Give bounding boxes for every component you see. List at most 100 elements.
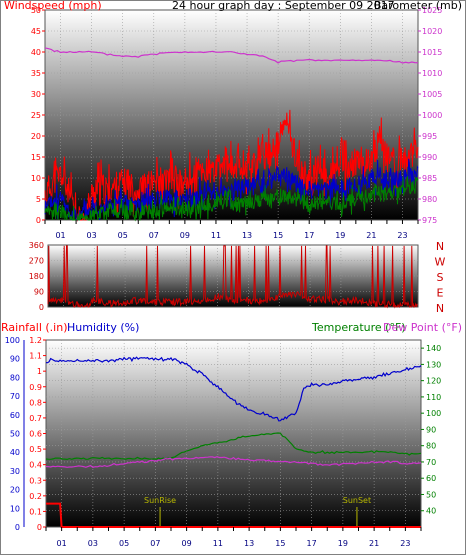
humidity-tick-label: 80: [10, 373, 20, 382]
rain-tick-label: 1: [37, 367, 42, 376]
baro-tick-label: 990: [422, 153, 437, 162]
dewpoint-line: [45, 455, 422, 468]
wind-x-label: 21: [366, 231, 376, 240]
direction-line: [47, 245, 418, 309]
temp-grid: [46, 340, 421, 527]
rainfall-line: [46, 502, 421, 528]
baro-tick-label: 1015: [422, 48, 442, 57]
temp-x-label: 17: [307, 539, 317, 548]
direction-tick-label: 90: [34, 288, 44, 297]
humidity-label: Humidity (%): [67, 321, 139, 334]
rain-tick-label: 0.7: [29, 414, 42, 423]
dewpoint-label: Dew Point (°F): [383, 321, 462, 334]
temp-x-label: 07: [150, 539, 160, 548]
sunrise-label: SunRise: [144, 496, 176, 505]
wind-x-label: 23: [397, 231, 407, 240]
wind-tick-label: 40: [31, 48, 41, 57]
temp-tick-label: 50: [426, 490, 436, 499]
wind-tick-label: 50: [31, 6, 41, 15]
temp-x-label: 21: [369, 539, 379, 548]
wind-tick-label: 25: [31, 111, 41, 120]
temp-x-label: 09: [182, 539, 192, 548]
temp-x-label: 05: [119, 539, 129, 548]
humidity-tick-label: 50: [10, 430, 20, 439]
wind-x-label: 15: [273, 231, 283, 240]
wind-left-ticks: 0 5 10 15 20 25 30 35 40 45 50: [31, 6, 45, 225]
baro-tick-label: 975: [422, 216, 437, 225]
temp-x-label: 01: [57, 539, 67, 548]
temp-tick-label: 110: [426, 393, 441, 402]
wind-x-ticks: 01 03 05 07 09 11 13 15 17 19 21 23: [44, 220, 419, 240]
temp-x-label: 03: [88, 539, 98, 548]
rain-ticks: 0 0.1 0.2 0.3 0.4 0.5 0.6 0.7 0.8 0.9 1 1.1 1.2: [29, 336, 46, 532]
direction-tick-label: 180: [29, 272, 44, 281]
humidity-tick-label: 30: [10, 467, 20, 476]
wind-x-label: 17: [304, 231, 314, 240]
temp-tick-label: 80: [426, 442, 436, 451]
humidity-tick-label: 0: [15, 523, 20, 532]
sun-annotations: SunRise SunSet: [144, 496, 371, 527]
temp-x-label: 15: [275, 539, 285, 548]
temp-tick-label: 40: [426, 507, 436, 516]
rain-tick-label: 0.8: [29, 398, 42, 407]
wind-x-label: 13: [242, 231, 252, 240]
direction-tick-label: 360: [29, 241, 44, 250]
sunset-label: SunSet: [343, 496, 371, 505]
wind-series: [44, 47, 419, 222]
wind-tick-label: 45: [31, 27, 41, 36]
humidity-tick-label: 70: [10, 392, 20, 401]
wind-low-line: [44, 176, 419, 222]
rain-tick-label: 0.4: [29, 461, 42, 470]
wind-x-label: 01: [55, 231, 65, 240]
humidity-tick-label: 100: [5, 336, 20, 345]
rain-tick-label: 0.2: [29, 492, 42, 501]
wind-tick-label: 30: [31, 90, 41, 99]
temp-tick-label: 140: [426, 344, 441, 353]
direction-tick-label: 270: [29, 257, 44, 266]
compass-label: W: [435, 256, 446, 269]
rain-tick-label: 0.5: [29, 445, 42, 454]
humidity-line: [45, 356, 422, 422]
rain-tick-label: 0: [37, 523, 42, 532]
humidity-tick-label: 60: [10, 411, 20, 420]
baro-tick-label: 1000: [422, 111, 442, 120]
windspeed-label: Windspeed (mph): [4, 0, 102, 12]
compass-label: N: [436, 302, 444, 315]
humidity-tick-label: 90: [10, 355, 20, 364]
temp-x-label: 13: [244, 539, 254, 548]
wind-x-label: 05: [118, 231, 128, 240]
temp-x-label: 23: [400, 539, 410, 548]
temp-plot-area: [46, 340, 421, 527]
graph-title: 24 hour graph day : September 09 2017: [172, 0, 395, 12]
wind-x-label: 19: [335, 231, 345, 240]
temp-ticks: 40 50 60 70 80 90 100 110 120 130 140: [421, 344, 441, 516]
temp-tick-label: 130: [426, 360, 441, 369]
wind-average-line: [44, 158, 419, 221]
humidity-ticks: 0 10 20 30 40 50 60 70 80 90 100: [5, 336, 25, 532]
rainfall-label: Rainfall (.in): [1, 321, 68, 334]
temp-tick-label: 60: [426, 474, 436, 483]
windspeed-line: [44, 109, 419, 222]
wind-x-label: 09: [180, 231, 190, 240]
rain-tick-label: 0.3: [29, 476, 42, 485]
rain-tick-label: 1.1: [29, 352, 42, 361]
baro-tick-label: 985: [422, 174, 437, 183]
temp-x-ticks: 01 03 05 07 09 11 13 15 17 19 21 23: [45, 527, 422, 548]
wind-tick-label: 10: [31, 174, 41, 183]
wind-x-label: 07: [149, 231, 159, 240]
temperature-label: Temperature (°F): [311, 321, 406, 334]
compass-label: N: [436, 240, 444, 253]
wind-tick-label: 5: [36, 195, 41, 204]
direction-tick-label: 0: [39, 303, 44, 312]
baro-tick-label: 1020: [422, 27, 442, 36]
wind-tick-label: 35: [31, 69, 41, 78]
direction-series: [47, 245, 418, 309]
baro-tick-label: 1010: [422, 69, 442, 78]
rain-tick-label: 0.1: [29, 507, 42, 516]
temp-tick-label: 70: [426, 458, 436, 467]
wind-tick-label: 20: [31, 132, 41, 141]
rain-tick-label: 1.2: [29, 336, 42, 345]
baro-right-ticks: 975 980 985 990 995 1000 1005 1010 1015 1020 1025: [418, 6, 442, 225]
